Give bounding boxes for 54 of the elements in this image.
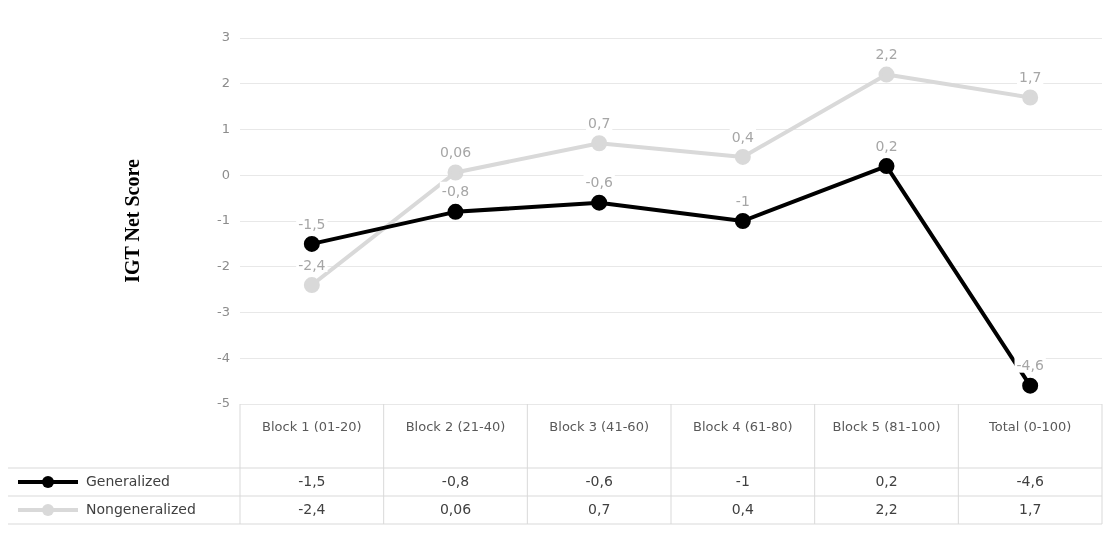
y-tick-label: -3 (217, 303, 230, 319)
point (734, 148, 751, 165)
text: 2,2 (875, 46, 898, 63)
x-tick-label: Block 2 (21-40) (405, 419, 506, 435)
legend-label: Nongeneralized (86, 500, 196, 517)
text: -1,5 (298, 215, 326, 232)
text: 0,06 (439, 144, 472, 161)
text: 0,7 (588, 114, 611, 131)
text: -0,8 (441, 183, 470, 200)
text: 0,2 (875, 137, 898, 154)
text: 0,4 (731, 128, 754, 145)
y-tick-label: 3 (221, 29, 230, 45)
point (878, 158, 895, 175)
data-label: 2,2 (875, 500, 898, 517)
point (734, 213, 751, 229)
y-tick-label: -2 (217, 258, 230, 274)
data-label: -0,8 (441, 472, 470, 489)
y-tick-label: -5 (217, 395, 230, 411)
data-label: 0,7 (588, 500, 611, 517)
point (447, 164, 464, 181)
point (1022, 377, 1039, 394)
data-label: -1 (735, 472, 750, 489)
point (447, 203, 464, 220)
x-tick-label: Block 5 (81-100) (832, 419, 941, 435)
point (1022, 89, 1039, 106)
x-tick-label: Block 3 (41-60) (549, 419, 649, 435)
y-tick-label: 1 (221, 120, 230, 136)
data-label: 0,4 (731, 500, 755, 517)
point (303, 277, 320, 294)
data-label: 0,06 (439, 500, 472, 517)
x-tick-label: Block 1 (01-20) (262, 419, 362, 435)
text: 1,7 (1019, 69, 1042, 86)
data-label: -2,4 (298, 500, 326, 517)
y-tick-label: -1 (217, 212, 230, 228)
text: -0,6 (585, 174, 613, 191)
legend-label: Generalized (86, 472, 170, 489)
y-tick-label: 2 (221, 75, 230, 91)
y-tick-label: 0 (221, 166, 230, 182)
y-tick-label: -4 (217, 349, 230, 365)
data-label: 0,2 (875, 472, 898, 489)
x-tick-label: Total (0-100) (987, 419, 1072, 435)
data-label: -4,6 (1016, 472, 1044, 489)
x-tick-label: Block 4 (61-80) (693, 419, 793, 435)
point (591, 135, 608, 152)
text: -1 (735, 192, 750, 209)
point (878, 66, 895, 83)
text: -4,6 (1016, 357, 1044, 374)
point (303, 235, 320, 252)
text: -2,4 (298, 256, 326, 273)
data-label: -0,6 (585, 472, 613, 489)
data-label: 1,7 (1019, 500, 1042, 517)
data-label: -1,5 (298, 472, 326, 489)
y-axis-title: IGT Net Score (121, 159, 144, 283)
point (591, 194, 608, 211)
